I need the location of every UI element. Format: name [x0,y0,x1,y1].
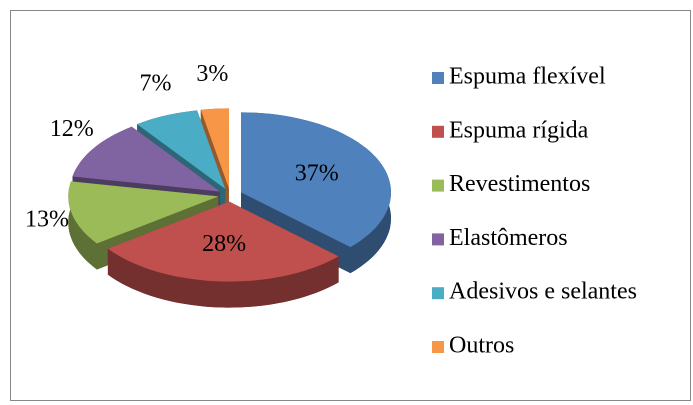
legend-swatch [432,72,444,84]
slice [137,110,226,189]
slice [107,201,339,282]
data-label: 37% [295,160,339,186]
slice [72,126,220,192]
legend-label: Elastômeros [449,225,568,251]
legend-label: Espuma rígida [449,117,589,143]
data-label: 7% [140,70,172,96]
data-label: 13% [25,207,69,233]
slice-side [107,248,339,308]
slice-side [68,181,97,270]
data-label: 12% [50,116,94,142]
legend-swatch [432,341,444,353]
data-label: 28% [202,231,246,257]
legend-label: Revestimentos [449,171,590,197]
data-label: 3% [196,61,228,87]
slice [68,181,219,244]
legend-swatch [432,233,444,246]
legend-swatch [432,287,444,300]
slice [200,108,229,189]
legend-label: Outros [449,333,514,359]
slice [241,112,391,248]
legend-swatch [432,125,444,138]
legend-label: Espuma flexível [449,64,606,90]
legend-swatch [432,179,444,192]
legend-label: Adesivos e selantes [449,279,637,305]
